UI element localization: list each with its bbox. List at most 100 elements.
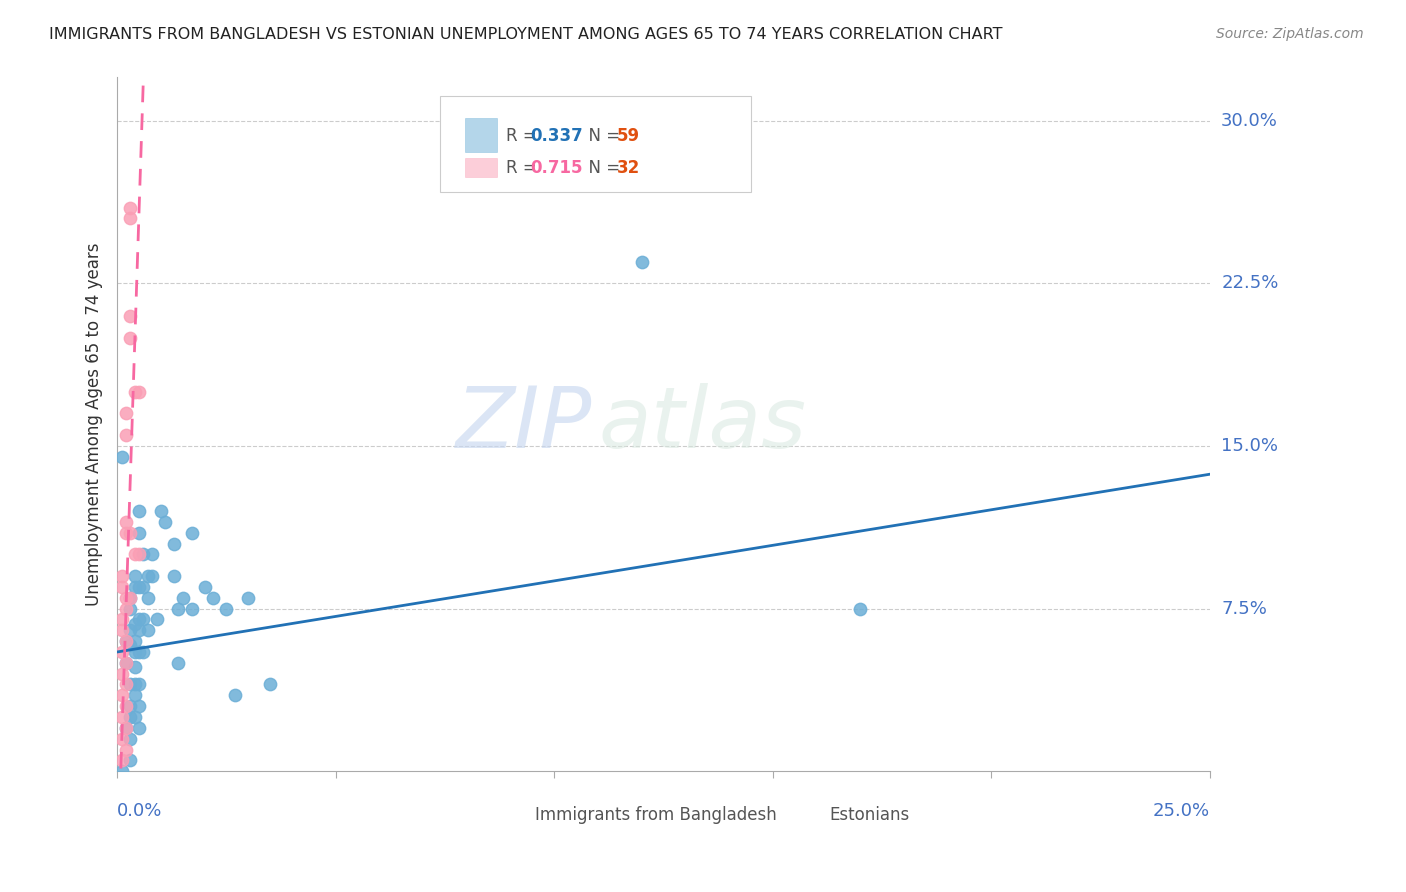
Text: 0.337: 0.337: [530, 127, 583, 145]
Point: [136, 591, 159, 605]
Point: [115, 634, 138, 648]
FancyBboxPatch shape: [440, 96, 751, 192]
Text: 15.0%: 15.0%: [1222, 437, 1278, 455]
Point: [194, 580, 217, 594]
Point: [120, 753, 142, 767]
Point: [115, 742, 138, 756]
Text: 30.0%: 30.0%: [1222, 112, 1278, 130]
Point: [120, 330, 142, 344]
Point: [132, 612, 155, 626]
Point: [115, 721, 138, 735]
Point: [110, 753, 132, 767]
Point: [120, 601, 142, 615]
Text: IMMIGRANTS FROM BANGLADESH VS ESTONIAN UNEMPLOYMENT AMONG AGES 65 TO 74 YEARS CO: IMMIGRANTS FROM BANGLADESH VS ESTONIAN U…: [49, 27, 1002, 42]
Point: [115, 656, 138, 670]
Point: [132, 548, 155, 562]
Point: [128, 721, 150, 735]
Point: [115, 601, 138, 615]
Text: 32: 32: [617, 160, 640, 178]
Point: [124, 660, 146, 674]
Point: [110, 580, 132, 594]
Point: [115, 428, 138, 442]
Point: [110, 764, 132, 779]
Point: [145, 612, 167, 626]
Point: [224, 689, 246, 703]
Point: [630, 254, 652, 268]
Point: [120, 591, 142, 605]
Text: 0.0%: 0.0%: [117, 802, 163, 820]
Point: [132, 580, 155, 594]
Point: [849, 601, 872, 615]
Point: [124, 548, 146, 562]
Point: [172, 591, 194, 605]
Point: [120, 624, 142, 638]
Point: [115, 656, 138, 670]
Point: [124, 710, 146, 724]
Text: 59: 59: [617, 127, 640, 145]
Point: [141, 569, 163, 583]
Text: R =: R =: [506, 160, 543, 178]
Point: [120, 677, 142, 691]
Text: N =: N =: [578, 127, 626, 145]
Point: [238, 591, 260, 605]
Point: [128, 699, 150, 714]
Y-axis label: Unemployment Among Ages 65 to 74 years: Unemployment Among Ages 65 to 74 years: [86, 243, 103, 606]
Point: [136, 569, 159, 583]
Point: [259, 677, 281, 691]
Point: [120, 699, 142, 714]
Point: [141, 548, 163, 562]
Text: 25.0%: 25.0%: [1153, 802, 1211, 820]
Point: [128, 645, 150, 659]
Point: [110, 569, 132, 583]
Point: [128, 624, 150, 638]
Point: [120, 731, 142, 746]
Point: [149, 504, 172, 518]
Point: [115, 525, 138, 540]
Point: [124, 689, 146, 703]
Point: [128, 504, 150, 518]
Point: [120, 591, 142, 605]
Text: R =: R =: [506, 127, 543, 145]
Point: [124, 645, 146, 659]
Point: [215, 601, 238, 615]
Point: [124, 384, 146, 399]
Point: [110, 689, 132, 703]
Text: Source: ZipAtlas.com: Source: ZipAtlas.com: [1216, 27, 1364, 41]
Point: [110, 612, 132, 626]
Point: [167, 656, 190, 670]
Point: [128, 384, 150, 399]
Point: [128, 525, 150, 540]
Point: [120, 201, 142, 215]
Point: [128, 548, 150, 562]
Point: [115, 699, 138, 714]
Point: [124, 634, 146, 648]
Point: [115, 407, 138, 421]
Point: [110, 731, 132, 746]
Point: [163, 569, 186, 583]
FancyBboxPatch shape: [465, 158, 498, 178]
Point: [128, 580, 150, 594]
Point: [120, 525, 142, 540]
Text: N =: N =: [578, 160, 626, 178]
Point: [115, 591, 138, 605]
Point: [155, 515, 177, 529]
Point: [110, 645, 132, 659]
Point: [110, 710, 132, 724]
Text: Estonians: Estonians: [830, 805, 910, 824]
Point: [128, 677, 150, 691]
Text: 0.715: 0.715: [530, 160, 582, 178]
Point: [163, 536, 186, 550]
FancyBboxPatch shape: [465, 118, 498, 153]
Point: [115, 515, 138, 529]
Text: Immigrants from Bangladesh: Immigrants from Bangladesh: [534, 805, 776, 824]
Text: atlas: atlas: [598, 383, 806, 466]
Point: [180, 525, 202, 540]
Point: [110, 624, 132, 638]
Point: [128, 612, 150, 626]
Point: [124, 580, 146, 594]
Point: [120, 710, 142, 724]
Point: [136, 624, 159, 638]
Point: [120, 211, 142, 226]
Point: [132, 645, 155, 659]
Point: [115, 721, 138, 735]
